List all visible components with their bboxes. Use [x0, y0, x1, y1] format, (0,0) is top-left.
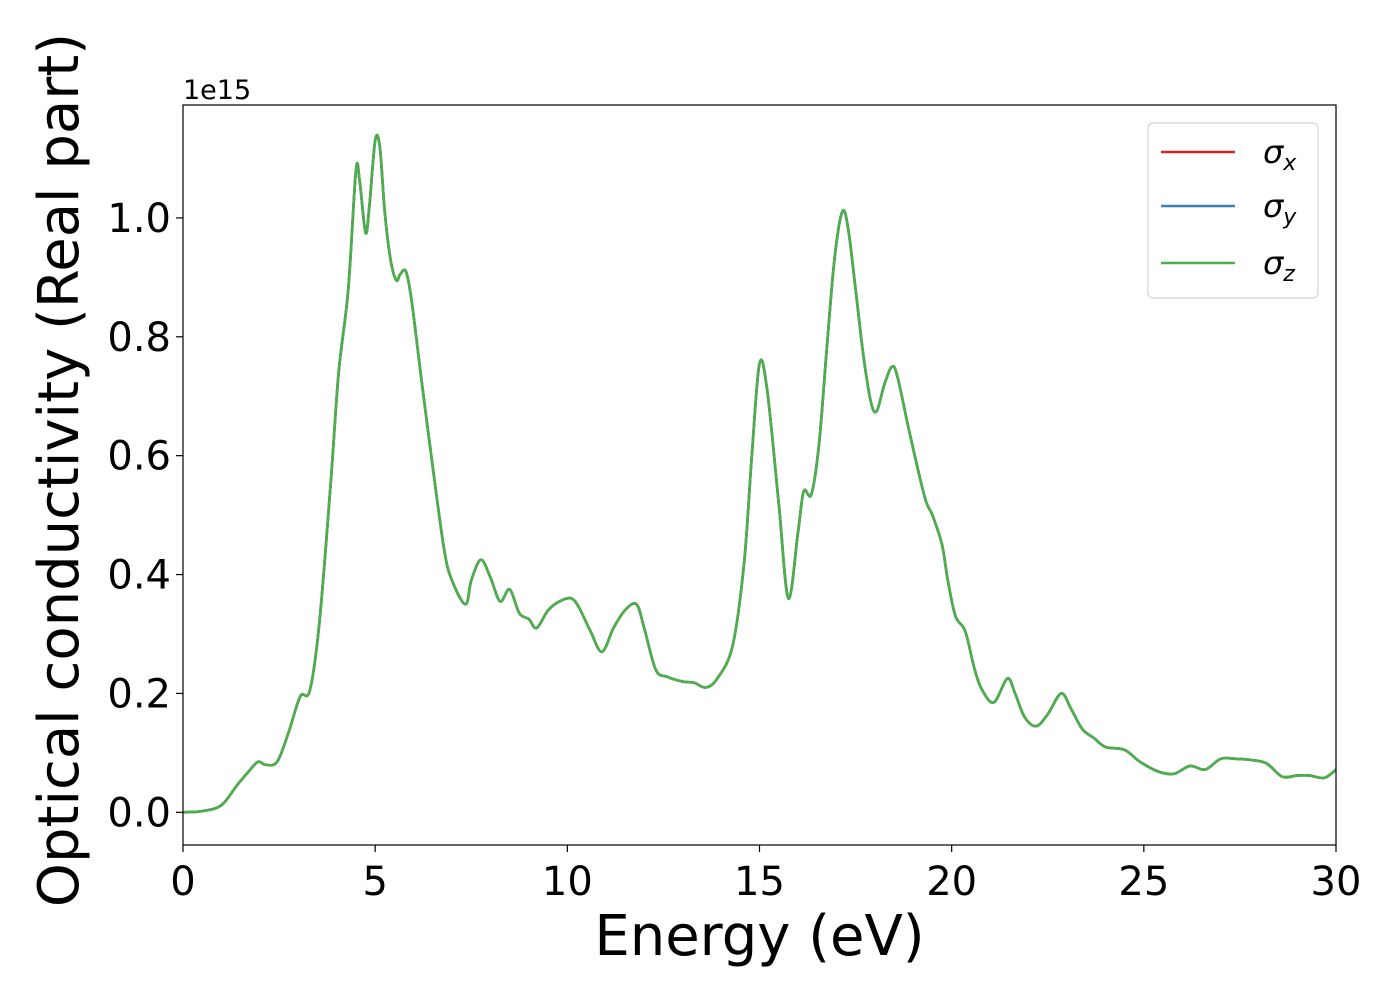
y-axis-ticks: 0.0 0.2 0.4 0.6 0.8 1.0: [107, 196, 183, 836]
legend-box: [1147, 122, 1319, 299]
y-axis-title: Optical conductivity (Real part): [27, 33, 92, 907]
legend-label: σz: [1263, 244, 1295, 287]
y-tick-label: 1.0: [107, 196, 171, 242]
legend-entry-sigma-x: σx: [1161, 133, 1297, 176]
x-tick-label: 20: [926, 859, 977, 905]
legend-label: σx: [1263, 133, 1297, 176]
x-tick-label: 0: [170, 859, 195, 905]
y-tick-label: 0.6: [107, 434, 171, 480]
y-tick-label: 0.8: [107, 315, 171, 361]
x-tick-label: 10: [542, 859, 593, 905]
x-tick-label: 15: [734, 859, 785, 905]
y-tick-label: 0.2: [107, 671, 171, 717]
legend-entry-sigma-y: σy: [1161, 187, 1297, 230]
legend-label: σy: [1263, 187, 1297, 230]
legend: σx σy σz: [1147, 122, 1319, 299]
y-tick-label: 0.4: [107, 553, 171, 599]
y-axis-offset-label: 1e15: [183, 75, 251, 106]
x-tick-label: 30: [1311, 859, 1362, 905]
x-tick-label: 5: [362, 859, 387, 905]
legend-entry-sigma-z: σz: [1161, 244, 1295, 287]
series-layer: [183, 133, 1336, 814]
x-tick-label: 25: [1118, 859, 1169, 905]
x-axis-title: Energy (eV): [594, 904, 924, 969]
y-tick-label: 0.0: [107, 790, 171, 836]
x-axis-ticks: 0 5 10 15 20 25 30: [170, 845, 1361, 905]
series-line-sigma-z: [183, 133, 1336, 814]
